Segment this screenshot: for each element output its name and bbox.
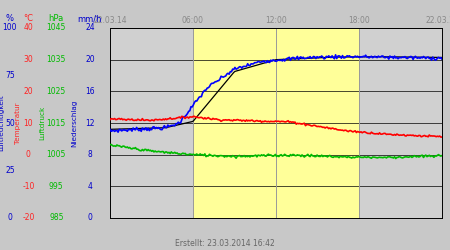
Text: 4: 4 xyxy=(88,182,92,191)
Text: 0: 0 xyxy=(26,150,31,159)
Text: 1035: 1035 xyxy=(46,55,66,64)
Text: 1045: 1045 xyxy=(46,24,66,32)
Text: 75: 75 xyxy=(5,71,15,80)
Text: 8: 8 xyxy=(88,150,92,159)
Text: 20: 20 xyxy=(85,55,95,64)
Text: mm/h: mm/h xyxy=(78,14,102,23)
Text: 50: 50 xyxy=(5,118,15,128)
Text: 995: 995 xyxy=(49,182,63,191)
Text: 16: 16 xyxy=(85,87,95,96)
Text: °C: °C xyxy=(23,14,33,23)
Text: 24: 24 xyxy=(85,24,95,32)
Text: 1025: 1025 xyxy=(47,87,66,96)
Text: 0: 0 xyxy=(88,214,92,222)
Text: 25: 25 xyxy=(5,166,15,175)
Text: 100: 100 xyxy=(3,24,17,32)
Text: Niederschlag: Niederschlag xyxy=(71,99,77,147)
Text: 0: 0 xyxy=(8,214,12,222)
Text: 985: 985 xyxy=(49,214,63,222)
Text: -10: -10 xyxy=(22,182,35,191)
Text: Luftfeuchtigkeit: Luftfeuchtigkeit xyxy=(0,94,4,151)
Bar xyxy=(193,28,359,218)
Text: 20: 20 xyxy=(23,87,33,96)
Text: Luftdruck: Luftdruck xyxy=(39,106,45,140)
Text: -20: -20 xyxy=(22,214,35,222)
Text: Erstellt: 23.03.2014 16:42: Erstellt: 23.03.2014 16:42 xyxy=(175,238,275,248)
Text: 12: 12 xyxy=(85,118,95,128)
Text: 40: 40 xyxy=(23,24,33,32)
Text: 1005: 1005 xyxy=(46,150,66,159)
Text: %: % xyxy=(6,14,14,23)
Text: Temperatur: Temperatur xyxy=(15,102,21,144)
Text: hPa: hPa xyxy=(49,14,64,23)
Text: 1015: 1015 xyxy=(47,118,66,128)
Text: 10: 10 xyxy=(23,118,33,128)
Text: 30: 30 xyxy=(23,55,33,64)
